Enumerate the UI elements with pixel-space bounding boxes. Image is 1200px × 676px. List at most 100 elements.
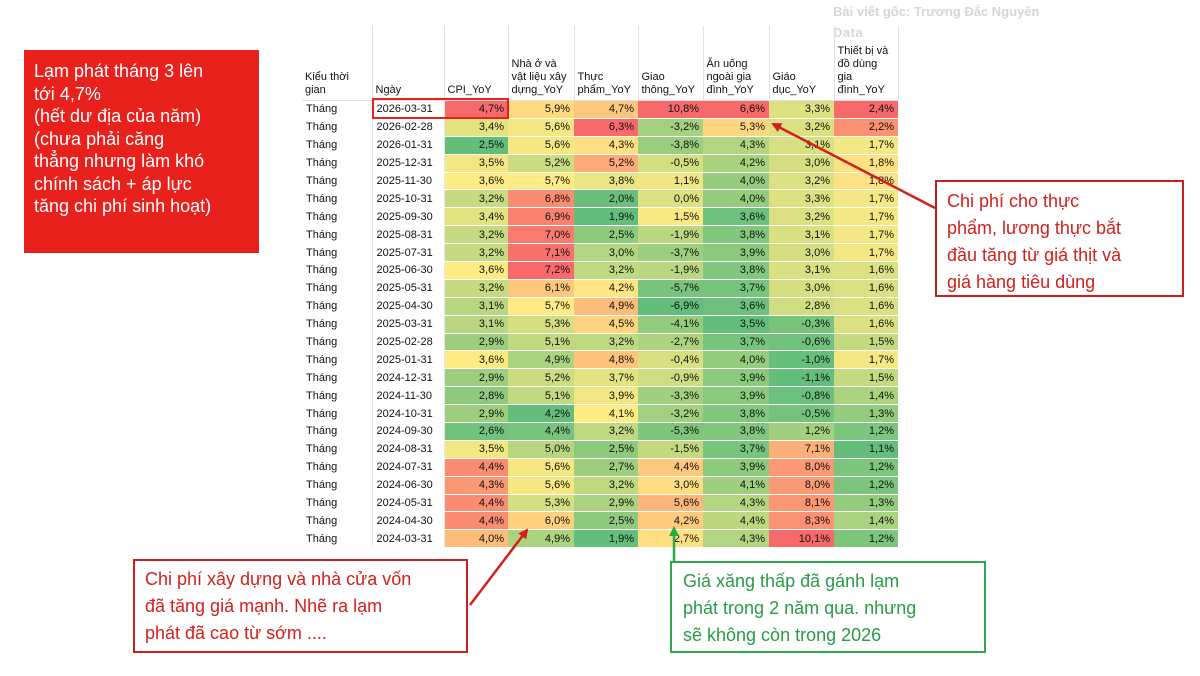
- value-cell: 6,0%: [508, 511, 574, 531]
- period-type-cell: Tháng: [302, 225, 373, 245]
- table-row: Tháng 2024-04-30 4,4% 6,0% 2,5% 4,2% 4,4% 8,3% 1…: [302, 511, 898, 531]
- header-cell: Ngày: [372, 26, 445, 101]
- value-cell: -0,8%: [769, 386, 834, 406]
- value-cell: 1,3%: [834, 494, 898, 513]
- value-cell: 2,5%: [574, 225, 638, 245]
- value-cell: 3,9%: [574, 386, 638, 406]
- value-cell: 3,7%: [574, 368, 638, 388]
- date-cell: 2024-09-30: [372, 422, 445, 441]
- value-cell: 3,4%: [444, 207, 508, 227]
- value-cell: 1,7%: [834, 350, 898, 370]
- value-cell: 3,2%: [574, 422, 638, 441]
- date-cell: 2026-03-31: [372, 100, 445, 119]
- value-cell: -3,2%: [638, 404, 703, 424]
- value-cell: 10,1%: [769, 529, 834, 549]
- table-row: Tháng 2024-09-30 2,6% 4,4% 3,2% -5,3% 3,8% 1,2%…: [302, 422, 898, 441]
- value-cell: 5,2%: [508, 154, 574, 173]
- header-cell: Giáo dục_YoY: [769, 26, 835, 101]
- value-cell: 8,0%: [769, 458, 834, 477]
- value-cell: 1,6%: [834, 297, 898, 316]
- value-cell: 4,0%: [703, 350, 769, 370]
- date-cell: 2025-11-30: [372, 172, 445, 191]
- value-cell: 7,0%: [508, 225, 574, 245]
- construction-callout: Chi phí xây dựng và nhà cửa vốn đã tăng …: [133, 559, 468, 653]
- value-cell: 3,2%: [769, 172, 834, 191]
- value-cell: -3,7%: [638, 243, 703, 263]
- value-cell: 5,7%: [508, 172, 574, 191]
- value-cell: 4,0%: [703, 172, 769, 191]
- callout-line: giá hàng tiêu dùng: [947, 272, 1096, 292]
- value-cell: 3,5%: [703, 315, 769, 334]
- value-cell: 3,9%: [703, 458, 769, 477]
- value-cell: 2,5%: [574, 511, 638, 531]
- header-cell: Nhà ở và vật liệu xây dựng_YoY: [508, 26, 575, 101]
- period-type-cell: Tháng: [302, 350, 373, 370]
- value-cell: 1,5%: [638, 207, 703, 227]
- value-cell: 3,7%: [703, 440, 769, 459]
- value-cell: 5,1%: [508, 333, 574, 352]
- value-cell: -1,0%: [769, 350, 834, 370]
- value-cell: 10,8%: [638, 100, 703, 119]
- value-cell: 1,2%: [834, 529, 898, 549]
- period-type-cell: Tháng: [302, 458, 373, 477]
- value-cell: 3,1%: [769, 225, 834, 245]
- note-line: (chưa phải căng: [34, 128, 165, 149]
- value-cell: 4,4%: [508, 422, 574, 441]
- table-row: Tháng 2026-02-28 3,4% 5,6% 6,3% -3,2% 5,3% 3,2%…: [302, 118, 898, 137]
- table-row: Tháng 2025-12-31 3,5% 5,2% 5,2% -0,5% 4,2% 3,0%…: [302, 154, 898, 173]
- value-cell: 3,8%: [703, 261, 769, 280]
- value-cell: 7,1%: [769, 440, 834, 459]
- value-cell: 4,2%: [574, 279, 638, 298]
- date-cell: 2024-07-31: [372, 458, 445, 477]
- value-cell: 3,8%: [703, 225, 769, 245]
- value-cell: 3,2%: [574, 333, 638, 352]
- table-row: Tháng 2025-10-31 3,2% 6,8% 2,0% 0,0% 4,0% 3,3% 1…: [302, 189, 898, 209]
- value-cell: 5,0%: [508, 440, 574, 459]
- value-cell: 3,0%: [574, 243, 638, 263]
- value-cell: 2,0%: [574, 189, 638, 209]
- value-cell: 4,5%: [574, 315, 638, 334]
- table-row: Tháng 2024-10-31 2,9% 4,2% 4,1% -3,2% 3,8% -0,5…: [302, 404, 898, 424]
- value-cell: 4,9%: [508, 350, 574, 370]
- value-cell: 1,7%: [834, 225, 898, 245]
- highlight-latest-cpi: [372, 98, 509, 119]
- header-cell: Thiết bị và đồ dùng gia đình_YoY: [834, 26, 899, 101]
- value-cell: 6,8%: [508, 189, 574, 209]
- value-cell: 2,5%: [444, 136, 508, 155]
- table-header-row: Kiểu thời gian Ngày CPI_YoY Nhà ở và vật…: [302, 26, 899, 101]
- table-row: Tháng 2025-07-31 3,2% 7,1% 3,0% -3,7% 3,9% 3,0%…: [302, 243, 898, 263]
- value-cell: 1,2%: [769, 422, 834, 441]
- food-callout: Chi phí cho thực phẩm, lương thực bắt đầ…: [935, 180, 1184, 297]
- value-cell: 7,1%: [508, 243, 574, 263]
- value-cell: 3,6%: [703, 297, 769, 316]
- table-row: Tháng 2024-03-31 4,0% 4,9% 1,9% 2,7% 4,3% 10,1%…: [302, 529, 898, 549]
- period-type-cell: Tháng: [302, 368, 373, 388]
- inflation-note-box: Lạm phát tháng 3 lên tới 4,7% (hết dư đị…: [24, 50, 259, 253]
- value-cell: 3,2%: [769, 207, 834, 227]
- value-cell: 1,8%: [834, 154, 898, 173]
- table-row: Tháng 2025-11-30 3,6% 5,7% 3,8% 1,1% 4,0% 3,2% 1…: [302, 172, 898, 191]
- value-cell: 4,1%: [574, 404, 638, 424]
- value-cell: 4,3%: [444, 476, 508, 495]
- value-cell: 5,6%: [508, 458, 574, 477]
- note-line: tới 4,7%: [34, 83, 101, 104]
- value-cell: 4,9%: [574, 297, 638, 316]
- value-cell: 3,2%: [574, 261, 638, 280]
- value-cell: 3,4%: [444, 118, 508, 137]
- value-cell: 4,7%: [444, 100, 508, 119]
- fuel-callout: Giá xăng thấp đã gánh lạm phát trong 2 n…: [670, 561, 986, 653]
- date-cell: 2025-02-28: [372, 333, 445, 352]
- table-row: Tháng 2025-03-31 3,1% 5,3% 4,5% -4,1% 3,5% -0,3…: [302, 315, 898, 334]
- value-cell: 2,9%: [574, 494, 638, 513]
- value-cell: 1,6%: [834, 315, 898, 334]
- value-cell: 1,5%: [834, 368, 898, 388]
- value-cell: 3,5%: [444, 154, 508, 173]
- value-cell: -3,2%: [638, 118, 703, 137]
- value-cell: 4,4%: [444, 458, 508, 477]
- value-cell: 3,6%: [444, 350, 508, 370]
- value-cell: 3,3%: [769, 100, 834, 119]
- value-cell: -0,9%: [638, 368, 703, 388]
- value-cell: 4,7%: [574, 100, 638, 119]
- value-cell: 3,7%: [703, 279, 769, 298]
- value-cell: -3,3%: [638, 386, 703, 406]
